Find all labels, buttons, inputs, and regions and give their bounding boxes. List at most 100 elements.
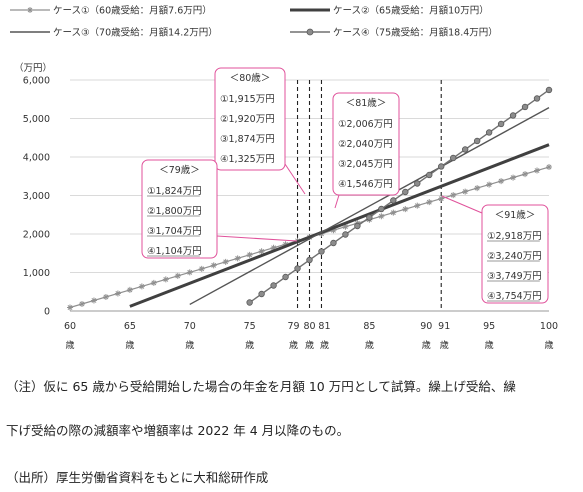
series-marker	[522, 171, 529, 178]
series-marker	[258, 290, 265, 298]
series-marker	[330, 239, 337, 247]
series-marker	[473, 137, 481, 145]
callout-box	[332, 92, 400, 196]
callout-pointer	[334, 194, 340, 209]
x-tick-label: 85	[363, 321, 375, 332]
callout-title: ＜80歳＞	[230, 72, 271, 84]
series-marker	[462, 188, 469, 195]
x-tick-unit: 歳	[245, 339, 254, 351]
series-marker	[426, 199, 433, 206]
series-marker	[282, 273, 289, 281]
series-marker	[150, 279, 157, 286]
series-marker	[509, 112, 517, 119]
callout-title: ＜79歳＞	[159, 164, 200, 176]
series-marker	[306, 256, 313, 264]
y-tick-label: 0	[44, 307, 50, 318]
callout-value: ④1,104万円	[147, 246, 202, 257]
x-tick-label: 81	[318, 321, 330, 332]
y-tick-label: 6,000	[23, 76, 50, 87]
x-tick-label: 70	[184, 321, 196, 332]
callout-value: ④1,325万円	[220, 154, 275, 165]
series-marker	[78, 300, 85, 307]
callout-value: ③1,874万円	[220, 134, 275, 145]
legend-label: ケース②（65歳受給：月額10万円）	[333, 5, 489, 17]
series-line	[189, 107, 550, 306]
x-tick-label: 95	[483, 321, 495, 332]
callout-title: ＜81歳＞	[346, 97, 387, 109]
callout: ＜91歳＞ ①2,918万円 ②3,240万円 ③3,749万円 ④3,754万円	[441, 195, 549, 304]
series-marker	[474, 185, 481, 192]
x-tick-label: 100	[540, 321, 558, 332]
series-marker	[533, 95, 541, 102]
legend-label: ケース④（75歳受給：月額18.4万円）	[333, 27, 498, 39]
series-marker	[246, 251, 253, 258]
x-tick-label: 65	[124, 321, 136, 332]
legend-item: ケース①（60歳受給：月額7.6万円）	[10, 5, 212, 17]
series-marker	[282, 241, 289, 248]
y-unit-label: （万円）	[14, 62, 52, 74]
callout-pointer	[284, 163, 306, 195]
y-tick-label: 3,000	[23, 191, 50, 202]
series-marker	[258, 248, 265, 255]
x-tick-unit: 歳	[65, 339, 74, 351]
pension-chart: 0 1,000 2,000 3,000 4,000 5,000 6,000 （万円） 60 歳 65…	[10, 5, 558, 351]
callout-pointer	[216, 235, 298, 242]
series-marker	[198, 265, 205, 272]
x-tick-label: 75	[244, 321, 256, 332]
series-marker	[486, 181, 493, 188]
legend-marker	[27, 7, 33, 13]
legend-item: ケース②（65歳受給：月額10万円）	[290, 5, 489, 17]
series-marker	[222, 258, 229, 265]
callout-pointer	[441, 195, 483, 214]
series-line	[129, 143, 550, 308]
series-marker	[461, 146, 469, 153]
legend-item: ケース③（70歳受給：月額14.2万円）	[10, 27, 218, 39]
x-tick-label: 79	[287, 321, 299, 332]
series-marker	[354, 222, 361, 230]
series-marker	[162, 276, 169, 283]
callout-value: ④1,546万円	[338, 179, 393, 190]
x-tick-label: 80	[303, 321, 315, 332]
callout-value: ①1,824万円	[147, 186, 202, 197]
callout-value: ②3,240万円	[487, 251, 542, 262]
x-tick-unit: 歳	[440, 339, 449, 351]
legend-label: ケース①（60歳受給：月額7.6万円）	[53, 5, 212, 17]
series-marker	[210, 262, 217, 269]
series-marker	[450, 154, 457, 162]
callout-value: ①1,915万円	[220, 94, 275, 105]
legend-marker	[306, 28, 314, 36]
callout: ＜81歳＞ ①2,006万円 ②2,040万円 ③2,045万円 ④1,546万円	[332, 92, 400, 209]
series-marker	[270, 244, 277, 251]
source-line: （出所）厚生労働省資料をもとに大和総研作成	[6, 470, 269, 485]
x-tick-unit: 歳	[125, 339, 134, 351]
y-tick-label: 5,000	[23, 114, 50, 125]
series-marker	[126, 286, 133, 293]
series-marker	[414, 202, 421, 209]
x-tick-unit: 歳	[422, 339, 431, 351]
series-marker	[366, 214, 373, 221]
series-marker	[318, 248, 325, 255]
x-tick-unit: 歳	[305, 339, 314, 351]
callout: ＜79歳＞ ①1,824万円 ②1,800万円 ③1,704万円 ④1,104万円	[141, 159, 298, 259]
series-marker	[497, 120, 505, 128]
series-marker	[378, 213, 385, 220]
x-tick-unit: 歳	[485, 339, 494, 351]
x-tick-label: 91	[438, 321, 450, 332]
y-tick-label: 2,000	[23, 230, 50, 241]
callout-box	[481, 204, 549, 304]
series-marker	[102, 293, 109, 300]
series-marker	[510, 174, 517, 181]
callout-value: ②1,920万円	[220, 114, 275, 125]
callout-value: ①2,006万円	[338, 119, 393, 130]
callout-value: ③1,704万円	[147, 226, 202, 237]
series-marker	[390, 209, 397, 216]
callout-box	[214, 67, 286, 171]
x-tick-unit: 歳	[289, 339, 298, 351]
callout-box	[141, 159, 218, 259]
series-marker	[342, 223, 349, 230]
series-marker	[378, 205, 385, 213]
legend-item: ケース④（75歳受給：月額18.4万円）	[290, 27, 498, 39]
x-tick-unit: 歳	[365, 339, 374, 351]
x-tick-label: 60	[64, 321, 76, 332]
series-marker	[402, 188, 409, 196]
